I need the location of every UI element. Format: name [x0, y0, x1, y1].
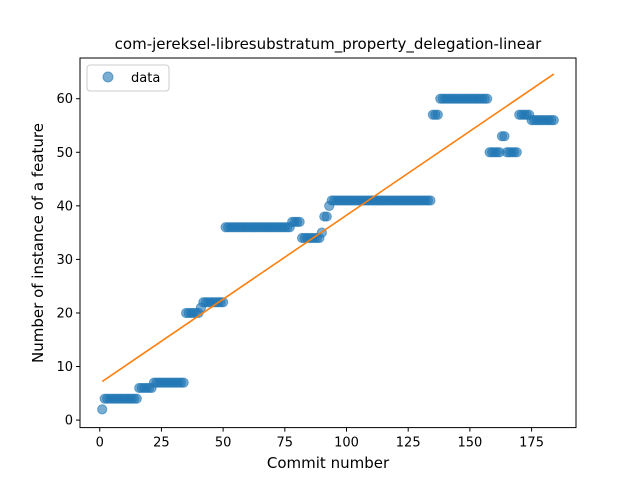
x-tick-label: 175: [519, 436, 544, 451]
y-tick-label: 0: [65, 414, 73, 429]
x-tick-label: 0: [96, 436, 104, 451]
legend-marker-data: [102, 71, 114, 83]
x-axis-label: Commit number: [267, 454, 390, 472]
plot-frame: [79, 57, 577, 429]
y-tick-label: 30: [56, 253, 73, 268]
data-point: [482, 93, 493, 104]
chart-title: com-jereksel-libresubstratum_property_de…: [115, 35, 543, 54]
data-point: [511, 147, 522, 158]
fit-line: [101, 73, 555, 383]
data-point: [432, 109, 443, 120]
legend: data: [86, 64, 170, 92]
axis-ticks: 0 25 50 75 100 125 150 175 0 10 20 30 40 50 60: [56, 92, 544, 450]
data-point: [178, 377, 189, 388]
data-point: [321, 211, 332, 222]
legend-label-data: data: [131, 71, 160, 86]
legend-box: [86, 64, 170, 92]
data-point: [294, 216, 305, 228]
x-tick-label: 100: [334, 436, 359, 451]
x-tick-label: 125: [396, 436, 421, 451]
x-tick-label: 25: [153, 436, 170, 451]
data-point: [425, 195, 436, 206]
y-tick-label: 60: [56, 92, 73, 107]
data-point: [131, 393, 142, 404]
y-tick-label: 50: [56, 146, 73, 161]
y-tick-label: 20: [56, 306, 73, 321]
y-tick-label: 10: [56, 360, 73, 375]
y-tick-label: 40: [56, 199, 73, 214]
plot-area: [97, 73, 559, 415]
x-tick-label: 50: [215, 436, 232, 451]
data-point: [548, 115, 559, 126]
x-tick-label: 75: [277, 436, 294, 451]
data-point: [499, 131, 510, 142]
x-tick-label: 150: [457, 436, 482, 451]
y-axis-label: Number of instance of a feature: [29, 123, 47, 363]
data-point: [97, 404, 108, 415]
